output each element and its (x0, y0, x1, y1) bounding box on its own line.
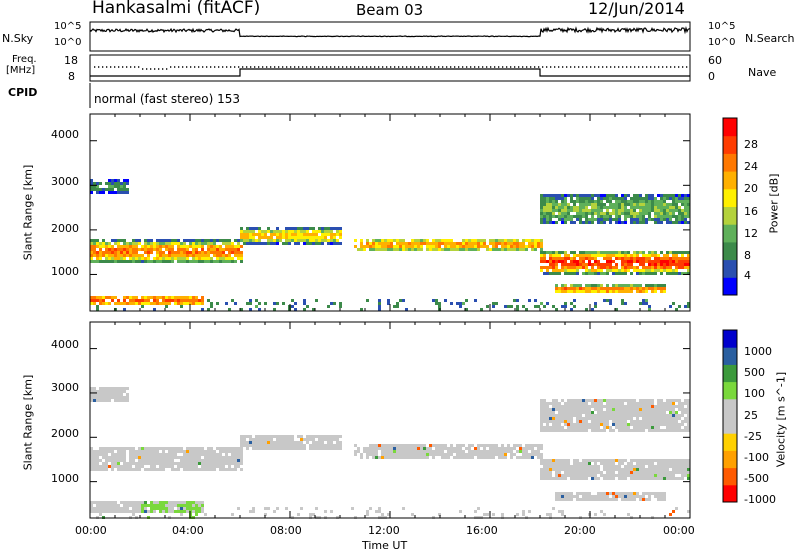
velocity-cbar-label: Velocity [m s^-1] (774, 371, 788, 468)
xtick-0: 00:00 (75, 524, 107, 537)
xtick-2: 08:00 (270, 524, 302, 537)
nsky-label: N.Sky (2, 32, 34, 45)
power-cbar-tick-8: 8 (744, 249, 751, 262)
velocity-ytick-1000: 1000 (51, 472, 79, 485)
velocity-cbar-tick-25: 25 (744, 409, 758, 422)
power-cbar-segment (723, 259, 737, 278)
velocity-cbar-segment (723, 347, 737, 365)
velocity-heatmap (89, 321, 691, 519)
power-cbar-tick-12: 12 (744, 227, 758, 240)
power-cbar-segment (723, 153, 737, 172)
nsky-panel (89, 21, 691, 52)
beam-title: Beam 03 (356, 1, 424, 19)
xtick-6: 00:00 (663, 524, 695, 537)
xtick-3: 12:00 (368, 524, 400, 537)
power-cbar-segment (723, 135, 737, 154)
axes (89, 83, 691, 518)
velocity-cbar-tick-1000: 1000 (744, 345, 772, 358)
nsky-tick-top: 10^5 (54, 21, 82, 32)
station-title: Hankasalmi (fitACF) (92, 0, 261, 18)
power-cbar-tick-28: 28 (744, 138, 758, 151)
power-cbar-tick-20: 20 (744, 182, 758, 195)
velocity-cbar-tick-m100: -100 (744, 451, 769, 464)
power-cbar-frame (722, 117, 738, 296)
nsearch-tick-bottom: 10^0 (708, 37, 736, 48)
nsky-trace (89, 25, 691, 38)
velocity-cbar-segment (723, 484, 737, 503)
freq-label: Freq. (12, 54, 37, 65)
power-cbar-segment (723, 188, 737, 207)
power-cbar-segment (723, 241, 737, 261)
power-ytick-4000: 4000 (51, 128, 79, 141)
nsearch-tick-top: 10^5 (708, 21, 736, 32)
power-cbar-tick-4: 4 (744, 269, 751, 282)
date-title: 12/Jun/2014 (588, 0, 685, 18)
xtick-5: 20:00 (564, 524, 596, 537)
power-cbar-label: Power [dB] (767, 173, 781, 234)
velocity-cbar-tick-m500: -500 (744, 472, 769, 485)
velocity-cbar-segment (723, 364, 737, 383)
freq-frame (89, 54, 691, 82)
velocity-cbar-segment (723, 330, 737, 348)
power-cbar-tick-16: 16 (744, 205, 758, 218)
power-ytick-3000: 3000 (51, 175, 79, 188)
nsearch-label: N.Search (745, 32, 795, 45)
power-ytick-2000: 2000 (51, 222, 79, 235)
velocity-cbar-segment (723, 450, 737, 469)
velocity-cbar-frame (722, 329, 738, 503)
power-cbar-tick-24: 24 (744, 160, 758, 173)
nsky-frame (89, 21, 691, 52)
velocity-cbar-segment (723, 467, 737, 486)
power-cbar-segment (723, 171, 737, 190)
power-heatmap (89, 113, 691, 312)
freq-tick-top: 18 (64, 54, 78, 67)
nave-trace (94, 66, 688, 70)
velocity-colorbar (722, 329, 738, 503)
velocity-ylabel: Slant Range [km] (21, 374, 35, 471)
power-ylabel: Slant Range [km] (21, 164, 35, 261)
velocity-cbar-tick-m1000: -1000 (744, 493, 776, 506)
xtick-4: 16:00 (466, 524, 498, 537)
freq-trace (90, 68, 690, 77)
velocity-cbar-segment (723, 416, 737, 434)
power-cbar-segment (723, 118, 737, 137)
nave-tick-top: 60 (708, 54, 722, 67)
velocity-ytick-2000: 2000 (51, 427, 79, 440)
nave-label: Nave (748, 66, 777, 79)
velocity-cbar-tick-100: 100 (744, 387, 765, 400)
cpid-text: normal (fast stereo) 153 (94, 92, 241, 106)
nsky-tick-bottom: 10^0 (54, 37, 82, 48)
power-cbar-segment (723, 224, 737, 243)
power-cbar-segment (723, 206, 737, 225)
nave-tick-bottom: 0 (708, 70, 715, 83)
cpid-label: CPID (8, 86, 38, 99)
velocity-cbar-segment (723, 433, 737, 451)
freq-tick-bottom: 8 (68, 70, 75, 83)
freq-panel (89, 54, 691, 82)
power-colorbar (722, 117, 738, 296)
power-cbar-segment (723, 277, 737, 296)
x-axis-label: Time UT (362, 539, 408, 552)
velocity-ytick-4000: 4000 (51, 338, 79, 351)
velocity-cbar-segment (723, 398, 737, 417)
velocity-cbar-tick-m25: -25 (744, 430, 762, 443)
power-ytick-1000: 1000 (51, 265, 79, 278)
xtick-1: 04:00 (172, 524, 204, 537)
velocity-cbar-segment (723, 381, 737, 400)
freq-unit: [MHz] (6, 65, 36, 76)
velocity-cbar-tick-500: 500 (744, 366, 765, 379)
velocity-ytick-3000: 3000 (51, 381, 79, 394)
